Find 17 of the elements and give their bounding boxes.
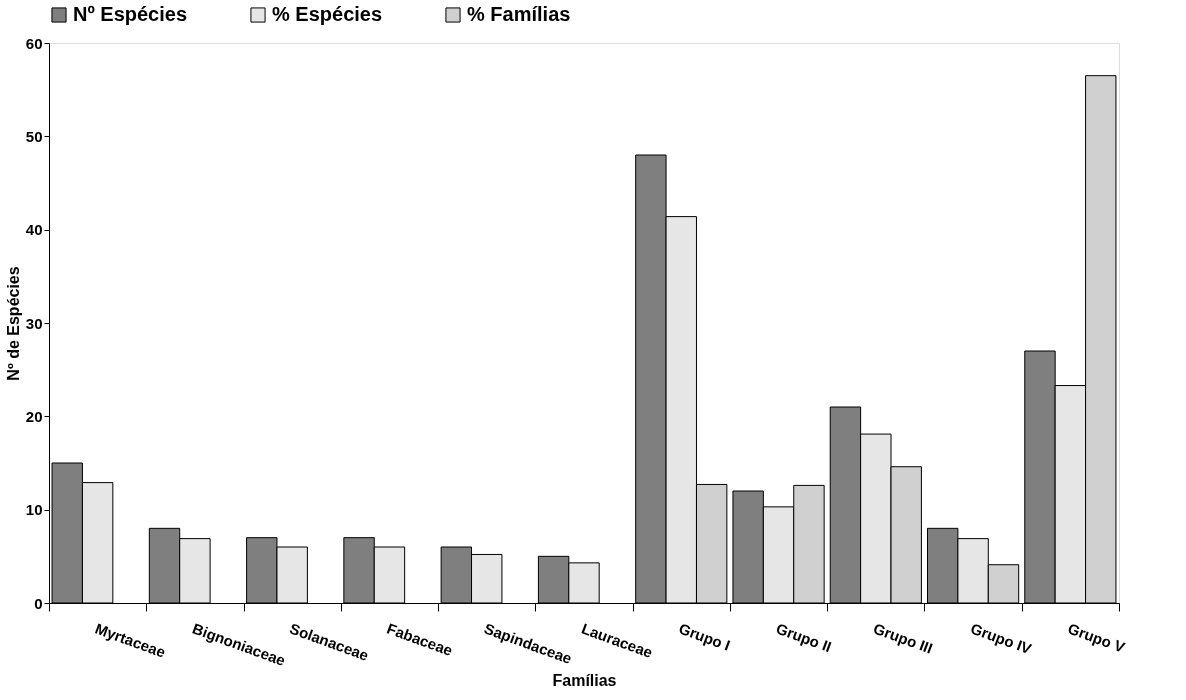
legend-label: % Espécies: [272, 3, 383, 25]
x-tick-label: Grupo V: [1065, 619, 1128, 656]
x-tick-label: Grupo IV: [968, 619, 1034, 658]
y-tick-label: 10: [25, 501, 43, 519]
legend-label: % Famílias: [467, 3, 571, 25]
y-tick-label: 60: [25, 34, 43, 52]
y-tick-label: 0: [34, 594, 43, 612]
y-tick-label: 40: [25, 221, 43, 239]
x-tick-label: Grupo II: [773, 619, 834, 656]
x-axis-title: Famílias: [552, 671, 617, 689]
y-tick-label: 50: [25, 127, 43, 145]
y-axis-title: Nº de Espécies: [4, 266, 22, 381]
x-tick-label: Grupo I: [676, 619, 733, 654]
x-tick-label: Grupo III: [871, 619, 935, 657]
y-tick-label: 30: [25, 314, 43, 332]
y-tick-label: 20: [25, 407, 43, 425]
legend-label: Nº Espécies: [73, 3, 188, 25]
